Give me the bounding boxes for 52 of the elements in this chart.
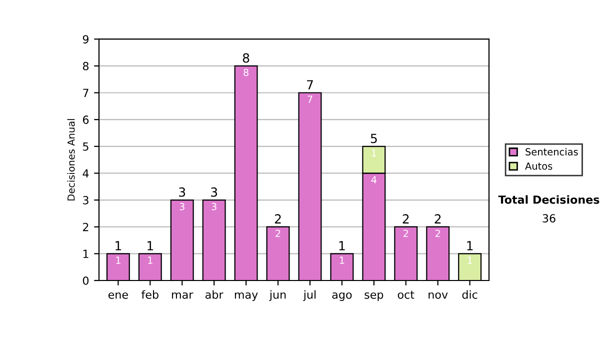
text: Total Decisiones xyxy=(498,195,600,204)
total-label: 7 xyxy=(307,80,313,90)
x-tick-label: may xyxy=(234,292,258,301)
data-label: 4 xyxy=(371,176,376,184)
y-tick-label: 0 xyxy=(82,276,89,285)
data-label: 2 xyxy=(435,230,440,237)
data-label: 1 xyxy=(148,256,152,264)
y-tick-label: 9 xyxy=(82,35,88,44)
total-label: 1 xyxy=(339,241,345,250)
total-label: 2 xyxy=(274,214,281,224)
legend-label: Sentencias xyxy=(526,148,578,156)
data-label: 1 xyxy=(116,256,120,264)
total-label: 1 xyxy=(148,241,153,250)
data-label: 1 xyxy=(468,256,472,264)
y-tick-label: 1 xyxy=(83,250,88,258)
x-tick-label: sep xyxy=(364,292,384,301)
data-label: 7 xyxy=(308,96,312,103)
total-label: 2 xyxy=(434,214,441,224)
x-tick-label: ago xyxy=(332,292,352,301)
y-tick-label: 4 xyxy=(82,169,89,178)
y-tick-label: 7 xyxy=(83,88,88,97)
total-label: 5 xyxy=(370,134,377,144)
x-tick-label: jun xyxy=(269,290,286,301)
total-label: 3 xyxy=(179,187,186,197)
data-label: 2 xyxy=(404,230,408,237)
data-label: 3 xyxy=(212,202,216,210)
total-label: 2 xyxy=(402,214,409,224)
data-label: 3 xyxy=(180,202,184,210)
y-tick-label: 8 xyxy=(82,62,89,70)
y-tick-label: 5 xyxy=(83,142,88,151)
y-tick-label: 3 xyxy=(83,196,88,204)
x-tick-label: nov xyxy=(428,292,448,299)
data-label: 1 xyxy=(372,149,376,156)
total-label: 1 xyxy=(467,241,473,250)
total-label: 1 xyxy=(116,241,122,250)
total-label: 8 xyxy=(242,53,250,63)
data-label: 8 xyxy=(244,68,248,76)
x-tick-label: feb xyxy=(142,290,158,299)
legend-label: Autos xyxy=(525,162,552,170)
data-label: 2 xyxy=(276,230,280,237)
x-tick-label: mar xyxy=(172,292,194,299)
x-tick-label: abr xyxy=(206,290,224,299)
y-axis-title: Decisiones Anual xyxy=(67,119,75,200)
y-tick-label: 2 xyxy=(83,222,88,232)
total-label: 3 xyxy=(211,187,218,197)
x-tick-label: jul xyxy=(303,290,316,301)
y-tick-label: 6 xyxy=(82,116,89,124)
x-tick-label: ene xyxy=(108,292,128,299)
x-tick-label: oct xyxy=(398,290,414,299)
data-label: 1 xyxy=(340,256,344,264)
text: 36 xyxy=(542,214,556,223)
x-tick-label: dic xyxy=(462,290,478,299)
